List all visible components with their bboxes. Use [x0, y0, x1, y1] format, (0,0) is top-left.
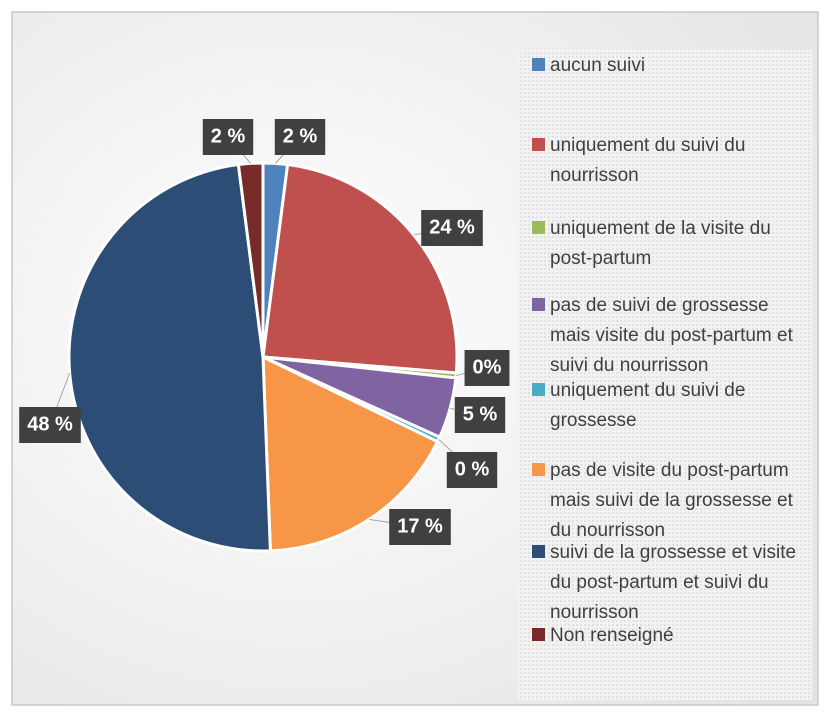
- data-label-box: [19, 407, 81, 443]
- data-label-text: 2 %: [211, 125, 246, 147]
- data-label-text: 24 %: [429, 216, 475, 238]
- legend-label: uniquement du suivi du nourrisson: [550, 135, 745, 186]
- data-label: 5 %: [454, 397, 506, 433]
- pie-slice: [236, 161, 265, 358]
- data-label: 0%: [464, 350, 510, 386]
- legend-swatch: [532, 221, 545, 234]
- data-label-box: [446, 452, 498, 488]
- legend-swatch: [532, 58, 545, 71]
- data-label-box: [454, 397, 506, 433]
- legend-label: uniquement du suivi de grossesse: [550, 380, 745, 431]
- data-label-text: 0%: [473, 356, 502, 378]
- data-label-box: [421, 210, 483, 246]
- data-label-text: 5 %: [463, 403, 498, 425]
- legend-label: suivi de la grossesse et visite du post-p…: [550, 542, 796, 623]
- legend-swatch: [532, 628, 545, 641]
- data-label-box: [274, 119, 326, 155]
- data-label: 24 %: [421, 210, 483, 246]
- legend-label: pas de visite du post-partum mais suivi d…: [550, 460, 794, 541]
- legend-swatch: [532, 138, 545, 151]
- legend-label: pas de suivi de grossesse mais visite du …: [550, 295, 794, 376]
- legend-swatch: [532, 383, 545, 396]
- pie-slice: [261, 354, 440, 553]
- data-label: 2 %: [202, 119, 254, 155]
- legend-label: Non renseigné: [550, 625, 674, 646]
- pie-slice: [261, 162, 459, 375]
- data-label-text: 0 %: [455, 458, 490, 480]
- legend-box: [518, 50, 812, 700]
- legend-label: aucun suivi: [550, 55, 645, 76]
- data-label-box: [464, 350, 510, 386]
- data-label-text: 48 %: [27, 413, 73, 435]
- data-label-box: [202, 119, 254, 155]
- legend-swatch: [532, 298, 545, 311]
- data-label-text: 17 %: [397, 515, 443, 537]
- data-label: 0 %: [446, 452, 498, 488]
- data-label-text: 2 %: [283, 125, 318, 147]
- legend-swatch: [532, 545, 545, 558]
- legend-swatch: [532, 463, 545, 476]
- data-label-box: [389, 509, 451, 545]
- data-label: 48 %: [19, 407, 81, 443]
- legend-label: uniquement de la visite du post-partum: [550, 218, 771, 269]
- data-label: 2 %: [274, 119, 326, 155]
- data-label: 17 %: [389, 509, 451, 545]
